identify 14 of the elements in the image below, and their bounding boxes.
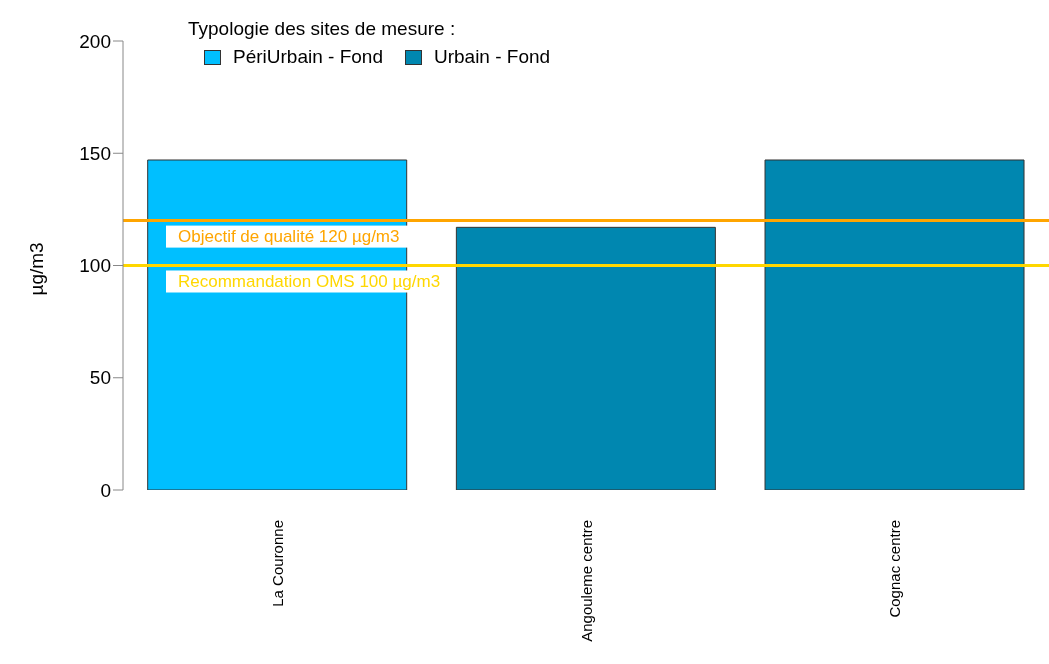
y-axis-title: µg/m3: [25, 242, 47, 296]
x-tick-label: La Couronne: [268, 520, 286, 607]
y-tick-label: 50: [89, 367, 111, 389]
legend-label: PériUrbain - Fond: [233, 46, 383, 68]
ref-line-label: Recommandation OMS 100 µg/m3: [178, 271, 441, 291]
y-tick-label: 0: [100, 479, 111, 501]
y-tick-label: 100: [79, 255, 111, 277]
legend-label: Urbain - Fond: [433, 46, 551, 68]
y-tick-label: 150: [79, 142, 111, 164]
ref-line-label: Objectif de qualité 120 µg/m3: [178, 226, 400, 246]
legend-title: Typologie des sites de mesure :: [188, 18, 457, 40]
x-tick-label: Angouleme centre: [577, 520, 595, 642]
x-tick-label: Cognac centre: [886, 520, 904, 618]
y-tick-label: 200: [79, 30, 111, 52]
